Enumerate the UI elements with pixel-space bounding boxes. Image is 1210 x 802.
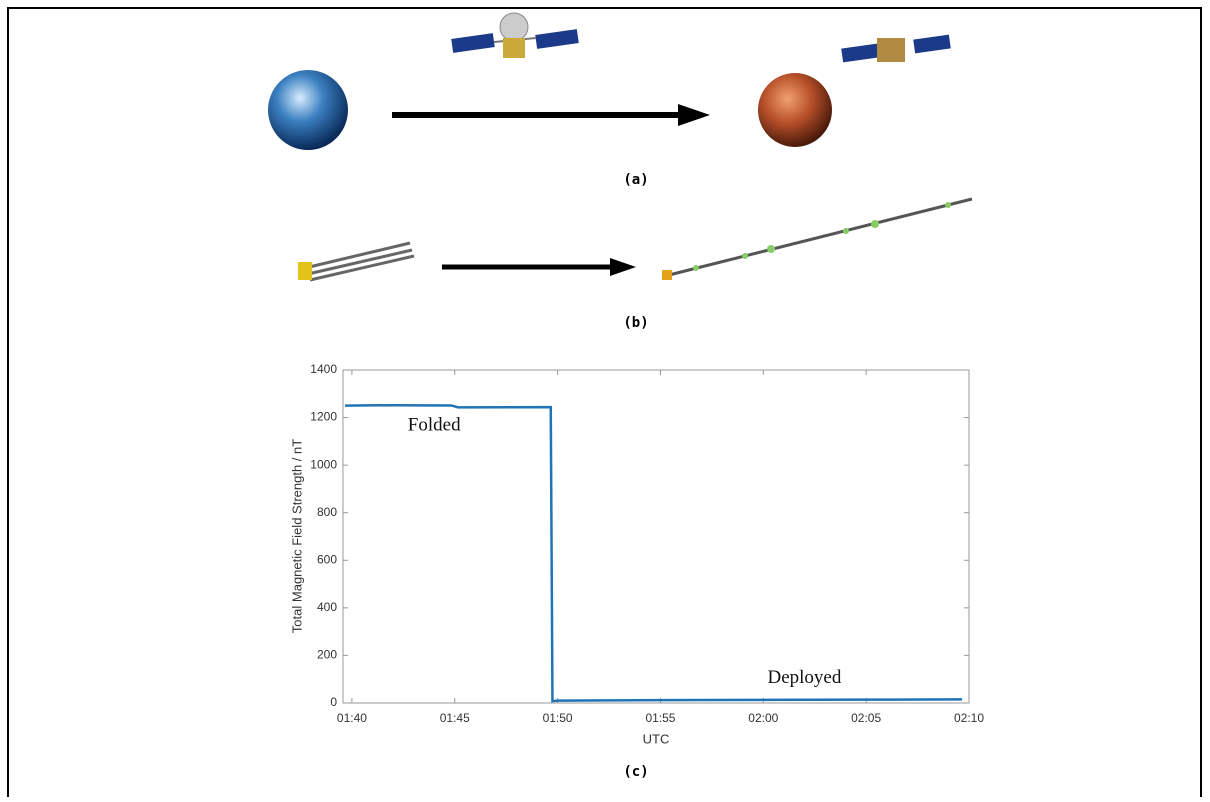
annotation: Folded — [408, 414, 461, 435]
caption: (c) — [623, 764, 648, 780]
mars — [758, 73, 832, 147]
arrowhead — [610, 258, 636, 276]
x-tick-label: 01:50 — [543, 711, 573, 725]
x-tick-label: 02:00 — [748, 711, 778, 725]
satellite-orbiter — [841, 35, 951, 63]
x-tick-label: 01:55 — [645, 711, 675, 725]
x-tick-label: 02:05 — [851, 711, 881, 725]
satellite — [451, 13, 579, 58]
y-tick-label: 1000 — [310, 457, 337, 471]
y-tick-label: 1200 — [310, 410, 337, 424]
x-axis-label: UTC — [643, 731, 670, 746]
x-tick-label: 01:40 — [337, 711, 367, 725]
arrowhead — [678, 104, 710, 126]
boom-deployed — [662, 199, 972, 280]
y-tick-label: 400 — [317, 600, 337, 614]
frame — [8, 8, 1201, 797]
boom-folded — [298, 243, 414, 280]
x-tick-label: 02:10 — [954, 711, 984, 725]
caption: (b) — [623, 315, 648, 331]
y-tick-label: 800 — [317, 505, 337, 519]
y-tick-label: 0 — [330, 695, 337, 709]
y-tick-label: 600 — [317, 552, 337, 566]
figure: (a) (b) Total Magnetic Field Strength / … — [0, 0, 1210, 797]
y-tick-label: 200 — [317, 648, 337, 662]
annotation: Deployed — [768, 667, 842, 688]
caption: (a) — [623, 172, 648, 188]
earth — [268, 70, 348, 150]
y-tick-label: 1400 — [310, 362, 337, 376]
x-tick-label: 01:45 — [440, 711, 470, 725]
y-axis-label: Total Magnetic Field Strength / nT — [289, 439, 304, 633]
data-line — [345, 405, 962, 701]
